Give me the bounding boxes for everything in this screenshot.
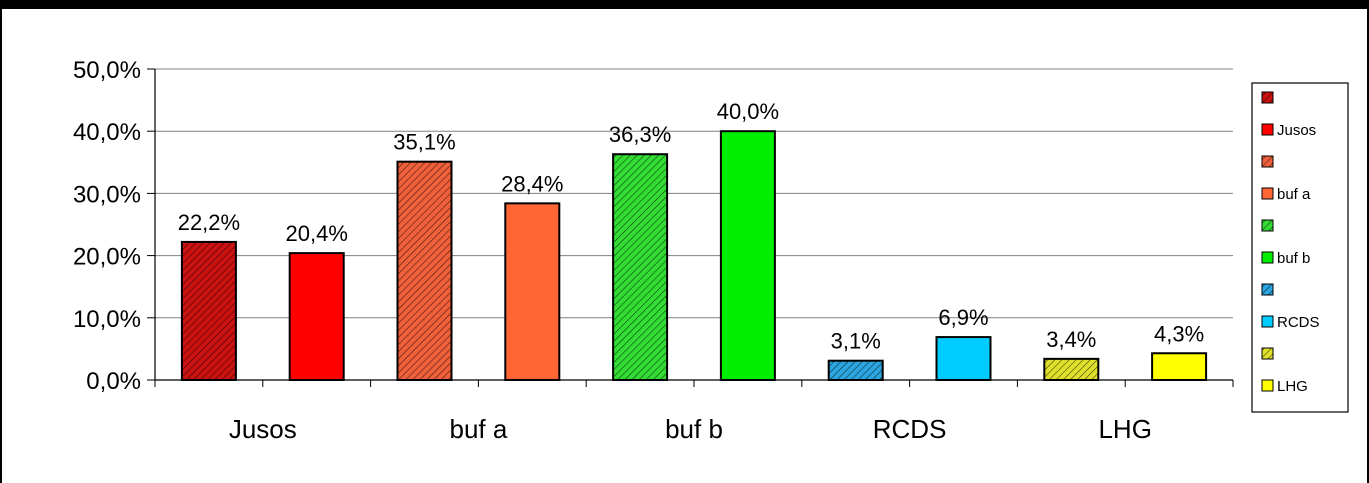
legend-label: buf a xyxy=(1277,186,1311,203)
bar xyxy=(827,359,884,381)
legend-swatch xyxy=(1261,187,1274,200)
y-tick-label: 0,0% xyxy=(86,368,141,395)
data-label: 4,3% xyxy=(1154,321,1204,346)
data-label: 3,4% xyxy=(1046,327,1096,352)
bar xyxy=(288,252,345,381)
bar xyxy=(1151,352,1208,381)
y-tick-label: 30,0% xyxy=(73,181,141,208)
y-tick-label: 20,0% xyxy=(73,244,141,271)
data-label: 6,9% xyxy=(938,305,988,330)
data-label: 35,1% xyxy=(393,130,455,155)
data-label: 28,4% xyxy=(501,171,563,196)
bar xyxy=(935,336,992,381)
legend-label: buf b xyxy=(1277,250,1310,267)
legend-label: Jusos xyxy=(1277,122,1316,139)
y-tick-label: 10,0% xyxy=(73,306,141,333)
bar xyxy=(396,160,453,381)
legend-swatch xyxy=(1261,91,1274,104)
legend-swatch xyxy=(1261,379,1274,392)
y-tick-label: 50,0% xyxy=(73,57,141,84)
bars xyxy=(180,130,1208,381)
legend-label: LHG xyxy=(1277,378,1308,395)
legend-swatch xyxy=(1261,251,1274,264)
x-tick-label: LHG xyxy=(1098,414,1151,444)
data-labels: 22,2% 20,4% 35,1% 28,4% 36,3% 40,0% 3,1% 6,9% 3,… xyxy=(178,99,1204,354)
bar xyxy=(504,202,561,381)
data-label: 20,4% xyxy=(286,221,348,246)
bar xyxy=(612,153,669,381)
legend-swatch xyxy=(1261,347,1274,360)
x-tick-label: Jusos xyxy=(229,414,297,444)
y-axis-ticks: 0,0% 10,0% 20,0% 30,0% 40,0% 50,0% xyxy=(73,57,141,395)
x-tick-label: buf b xyxy=(665,414,723,444)
data-label: 22,2% xyxy=(178,210,240,235)
data-label: 3,1% xyxy=(831,329,881,354)
x-tick-label: RCDS xyxy=(873,414,947,444)
x-tick-label: buf a xyxy=(449,414,507,444)
legend-swatch xyxy=(1261,219,1274,232)
legend-swatch xyxy=(1261,283,1274,296)
bar xyxy=(180,240,237,381)
legend-label: RCDS xyxy=(1277,314,1320,331)
legend-swatch xyxy=(1261,315,1274,328)
legend: Jusos buf a buf b RCDS LHG xyxy=(1251,82,1349,413)
x-axis-ticks: Jusos buf a buf b RCDS LHG xyxy=(229,414,1152,444)
data-label: 36,3% xyxy=(609,122,671,147)
bar xyxy=(719,130,776,381)
legend-swatch xyxy=(1261,155,1274,168)
data-label: 40,0% xyxy=(717,99,779,124)
bar xyxy=(1043,357,1100,381)
y-tick-label: 40,0% xyxy=(73,119,141,146)
legend-swatch xyxy=(1261,123,1274,136)
